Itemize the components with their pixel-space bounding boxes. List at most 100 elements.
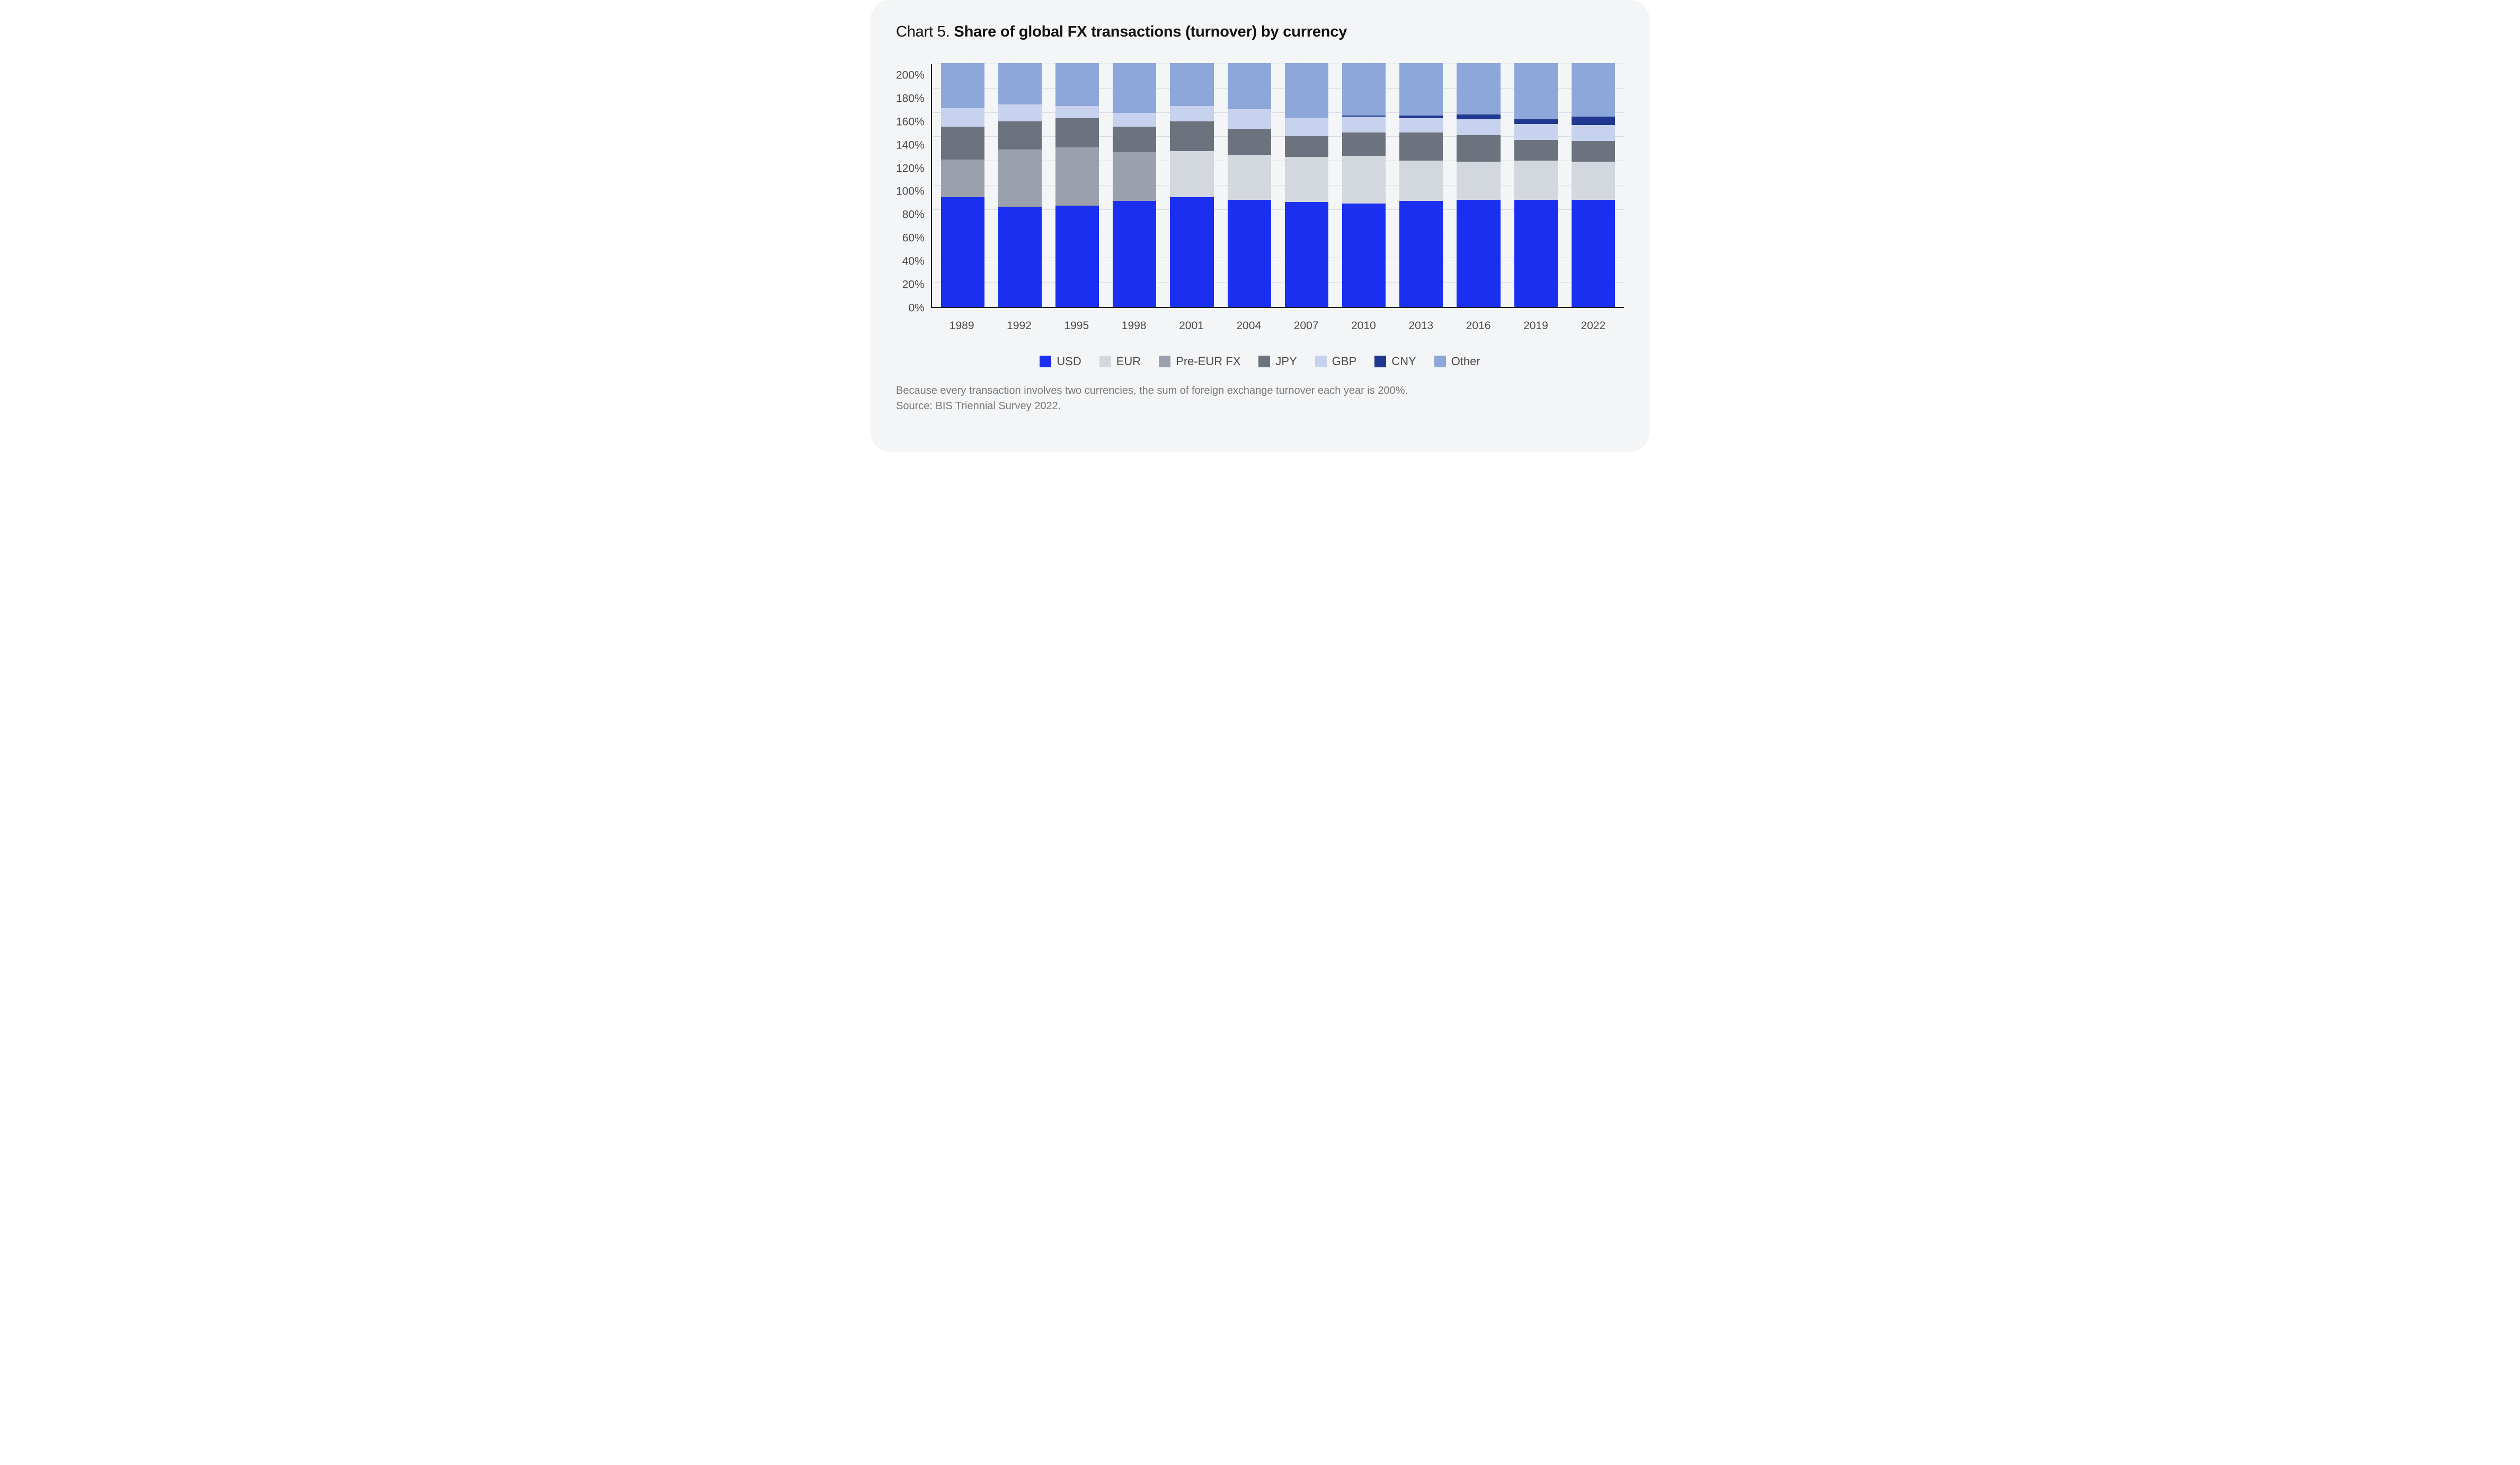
chart-card: Chart 5. Share of global FX transactions… (871, 0, 1649, 452)
bar-segment (941, 108, 984, 127)
bar-segment (1342, 117, 1386, 133)
bar-segment (998, 121, 1042, 149)
bar-slot (1278, 64, 1335, 307)
x-axis: 1989199219951998200120042007201020132016… (896, 320, 1624, 332)
legend: USD EUR Pre-EUR FX JPY GBP CNY Other (896, 355, 1624, 368)
y-tick-label: 200% (896, 70, 925, 81)
bar-segment (1342, 156, 1386, 204)
bar-segment (1285, 202, 1328, 307)
x-tick-label: 1989 (933, 320, 990, 332)
y-tick-label: 80% (902, 209, 925, 220)
bar-stack (1514, 63, 1558, 307)
bar-segment (998, 104, 1042, 121)
bar-slot (991, 64, 1049, 307)
x-tick-label: 2022 (1565, 320, 1622, 332)
footnote-line-2: Source: BIS Triennial Survey 2022. (896, 399, 1624, 414)
legend-label: USD (1057, 355, 1081, 368)
bar-stack (1342, 63, 1386, 307)
bar-slot (1049, 64, 1106, 307)
chart-area: 200%180%160%140%120%100%80%60%40%20%0% (896, 64, 1624, 308)
bar-stack (1572, 63, 1615, 307)
x-tick-label: 2001 (1163, 320, 1220, 332)
bar-slot (1392, 64, 1450, 307)
legend-item: Pre-EUR FX (1159, 355, 1240, 368)
bar-segment (1055, 206, 1099, 307)
y-tick-label: 140% (896, 139, 925, 151)
bar-segment (1113, 152, 1156, 201)
bar-segment (1514, 161, 1558, 200)
bar-slot (1221, 64, 1278, 307)
bar-segment (1170, 106, 1213, 122)
bar-stack (1457, 63, 1500, 307)
bars-container (932, 64, 1624, 307)
bar-segment (1170, 121, 1213, 151)
footnote-line-1: Because every transaction involves two c… (896, 383, 1624, 399)
bar-segment (1399, 63, 1443, 116)
legend-label: Pre-EUR FX (1176, 355, 1240, 368)
legend-item: JPY (1258, 355, 1297, 368)
bar-segment (1285, 118, 1328, 137)
bar-stack (998, 63, 1042, 307)
bar-segment (1399, 201, 1443, 307)
x-tick-label: 1992 (990, 320, 1048, 332)
bar-segment (1457, 114, 1500, 119)
bar-slot (1163, 64, 1220, 307)
x-tick-label: 2010 (1335, 320, 1392, 332)
bar-segment (1572, 162, 1615, 199)
bar-segment (1342, 204, 1386, 307)
bar-segment (1399, 133, 1443, 161)
x-axis-spacer (896, 320, 931, 332)
plot-area (931, 64, 1624, 308)
legend-swatch (1315, 356, 1327, 367)
legend-label: GBP (1332, 355, 1356, 368)
bar-segment (1399, 118, 1443, 133)
x-tick-label: 2007 (1277, 320, 1335, 332)
bar-stack (1170, 63, 1213, 307)
chart-title-main: Share of global FX transactions (turnove… (954, 23, 1347, 40)
bar-slot (1335, 64, 1392, 307)
bar-segment (1055, 106, 1099, 118)
y-tick-label: 120% (896, 163, 925, 174)
bar-segment (1055, 147, 1099, 206)
legend-item: USD (1040, 355, 1081, 368)
bar-segment (1228, 63, 1271, 109)
bar-segment (1572, 63, 1615, 117)
bar-segment (1170, 63, 1213, 106)
bar-segment (1457, 63, 1500, 114)
y-axis: 200%180%160%140%120%100%80%60%40%20%0% (896, 64, 931, 308)
chart-title-prefix: Chart 5. (896, 23, 954, 40)
y-tick-label: 20% (902, 279, 925, 290)
bar-segment (998, 63, 1042, 104)
bar-segment (998, 149, 1042, 207)
bar-segment (998, 207, 1042, 307)
bar-segment (1228, 129, 1271, 154)
y-tick-label: 160% (896, 116, 925, 127)
legend-label: CNY (1391, 355, 1416, 368)
legend-swatch (1434, 356, 1446, 367)
bar-segment (941, 63, 984, 108)
bar-segment (1113, 201, 1156, 307)
y-tick-label: 40% (902, 256, 925, 267)
legend-item: GBP (1315, 355, 1356, 368)
bar-segment (1342, 133, 1386, 156)
legend-swatch (1040, 356, 1051, 367)
bar-segment (1228, 155, 1271, 200)
bar-stack (1228, 63, 1271, 307)
legend-swatch (1258, 356, 1270, 367)
x-tick-label: 2013 (1392, 320, 1450, 332)
legend-item: Other (1434, 355, 1480, 368)
bar-stack (1113, 63, 1156, 307)
bar-stack (1055, 63, 1099, 307)
bar-segment (1170, 197, 1213, 307)
legend-item: EUR (1099, 355, 1141, 368)
bar-segment (941, 127, 984, 160)
bar-segment (1514, 63, 1558, 119)
bar-segment (1514, 119, 1558, 124)
legend-label: EUR (1116, 355, 1141, 368)
bar-segment (1113, 127, 1156, 152)
bar-segment (1228, 109, 1271, 129)
bar-segment (941, 160, 984, 197)
legend-swatch (1374, 356, 1386, 367)
bar-stack (1285, 63, 1328, 307)
legend-label: Other (1451, 355, 1480, 368)
